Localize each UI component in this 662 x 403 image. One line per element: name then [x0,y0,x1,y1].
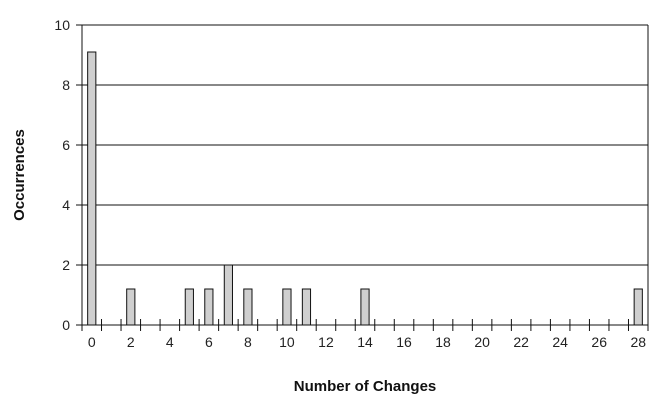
x-tick-label: 28 [630,334,646,350]
y-tick-label: 2 [62,257,70,273]
y-axis-title: Occurrences [11,129,28,221]
y-tick-label: 10 [54,17,70,33]
bar-x-11 [301,288,312,326]
x-tick-label: 20 [474,334,490,350]
y-tick-label: 6 [62,137,70,153]
y-tick-label: 8 [62,77,70,93]
bar-x-14 [360,288,370,326]
x-tick-label: 18 [435,334,451,350]
bar-x-0 [87,51,97,326]
bar-x-5 [184,288,194,326]
bar-x-2 [126,288,136,326]
x-tick-label: 0 [88,334,96,350]
y-tick-label: 0 [62,317,70,333]
x-tick-label: 24 [552,334,568,350]
axis-layer [76,24,649,331]
x-tick-label: 26 [591,334,607,350]
x-tick-label: 14 [357,334,373,350]
x-axis-title: Number of Changes [294,378,437,395]
x-tick-label: 10 [279,334,295,350]
bar-x-8 [243,288,253,326]
y-tick-label: 4 [62,197,70,213]
bar-x-6 [204,288,214,326]
bar-layer [87,51,643,326]
x-tick-label: 2 [127,334,135,350]
x-tick-label: 16 [396,334,412,350]
bar-x-28 [633,288,643,326]
grid-layer [82,24,648,326]
x-tick-label: 6 [205,334,213,350]
bar-x-7 [223,264,233,326]
x-tick-label: 8 [244,334,252,350]
x-tick-label: 12 [318,334,334,350]
x-tick-label: 22 [513,334,529,350]
x-tick-label: 4 [166,334,174,350]
bar-x-10 [282,288,292,326]
